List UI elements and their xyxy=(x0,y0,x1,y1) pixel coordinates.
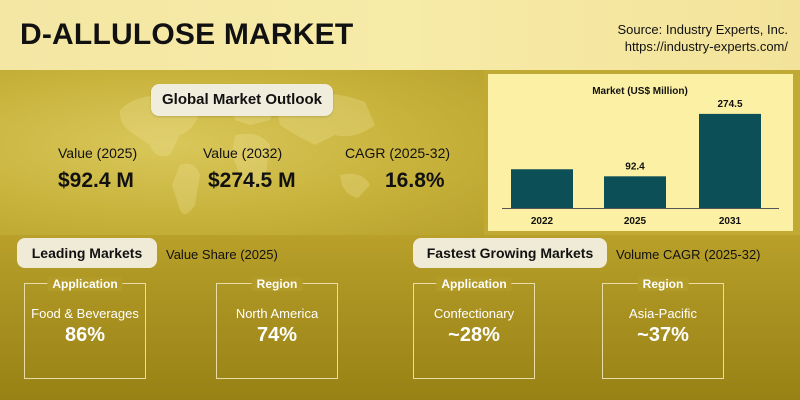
kpi-label-value-2032: Value (2032) xyxy=(203,145,283,161)
card-segment-name: North America xyxy=(235,306,319,321)
leading-region-card: Region North America 74% xyxy=(216,277,338,379)
bar-2022 xyxy=(511,169,573,208)
card-heading: Region xyxy=(637,277,689,291)
source-url[interactable]: https://industry-experts.com/ xyxy=(624,39,788,54)
data-label-2031: 274.5 xyxy=(717,99,742,110)
header-banner: D-ALLULOSE MARKET Source: Industry Exper… xyxy=(0,0,800,70)
card-segment-name: Confectionary xyxy=(433,306,515,321)
bar-2031 xyxy=(699,113,761,208)
card-value: ~28% xyxy=(448,324,500,346)
market-chart-panel: Market (US$ Million) 2022 92.4 2025 274.5 203… xyxy=(484,70,800,235)
x-tick-2031: 2031 xyxy=(719,216,742,227)
fastest-application-card: Application Confectionary ~28% xyxy=(413,277,535,379)
market-bar-chart: Market (US$ Million) 2022 92.4 2025 274.5 203… xyxy=(502,86,779,227)
card-heading: Region xyxy=(251,277,303,291)
global-outlook-panel: Global Market Outlook Value (2025) $92.4… xyxy=(0,70,484,235)
fastest-markets-subheading: Volume CAGR (2025-32) xyxy=(616,247,761,262)
card-value: ~37% xyxy=(637,324,689,346)
card-heading: Application xyxy=(436,277,512,291)
kpi-value-2025: $92.4 M xyxy=(58,169,134,192)
leading-markets-subheading: Value Share (2025) xyxy=(166,247,278,262)
fastest-region-card: Region Asia-Pacific ~37% xyxy=(602,277,724,379)
source-name: Source: Industry Experts, Inc. xyxy=(617,22,788,37)
markets-section: Leading Markets Value Share (2025) Faste… xyxy=(0,235,800,400)
bar-2025 xyxy=(604,176,666,208)
market-chart-card: Market (US$ Million) 2022 92.4 2025 274.5 203… xyxy=(488,74,793,231)
leading-markets-heading: Leading Markets xyxy=(17,238,157,268)
kpi-label-value-2025: Value (2025) xyxy=(58,145,138,161)
card-value: 86% xyxy=(64,324,106,346)
kpi-value-2032: $274.5 M xyxy=(208,169,296,192)
kpi-label-cagr: CAGR (2025-32) xyxy=(345,145,451,161)
source-credit: Source: Industry Experts, Inc. https://i… xyxy=(617,21,788,55)
card-heading: Application xyxy=(47,277,123,291)
card-value: 74% xyxy=(256,324,298,346)
chart-title: Market (US$ Million) xyxy=(592,86,688,97)
x-tick-2025: 2025 xyxy=(624,216,647,227)
data-label-2025: 92.4 xyxy=(625,161,645,172)
outlook-heading: Global Market Outlook xyxy=(151,84,333,116)
card-segment-name: Food & Beverages xyxy=(31,306,139,321)
card-segment-name: Asia-Pacific xyxy=(629,306,697,321)
page-title: D-ALLULOSE MARKET xyxy=(20,18,354,51)
x-tick-2022: 2022 xyxy=(531,216,554,227)
fastest-markets-heading: Fastest Growing Markets xyxy=(413,238,607,268)
kpi-value-cagr: 16.8% xyxy=(385,169,445,192)
leading-application-card: Application Food & Beverages 86% xyxy=(24,277,146,379)
